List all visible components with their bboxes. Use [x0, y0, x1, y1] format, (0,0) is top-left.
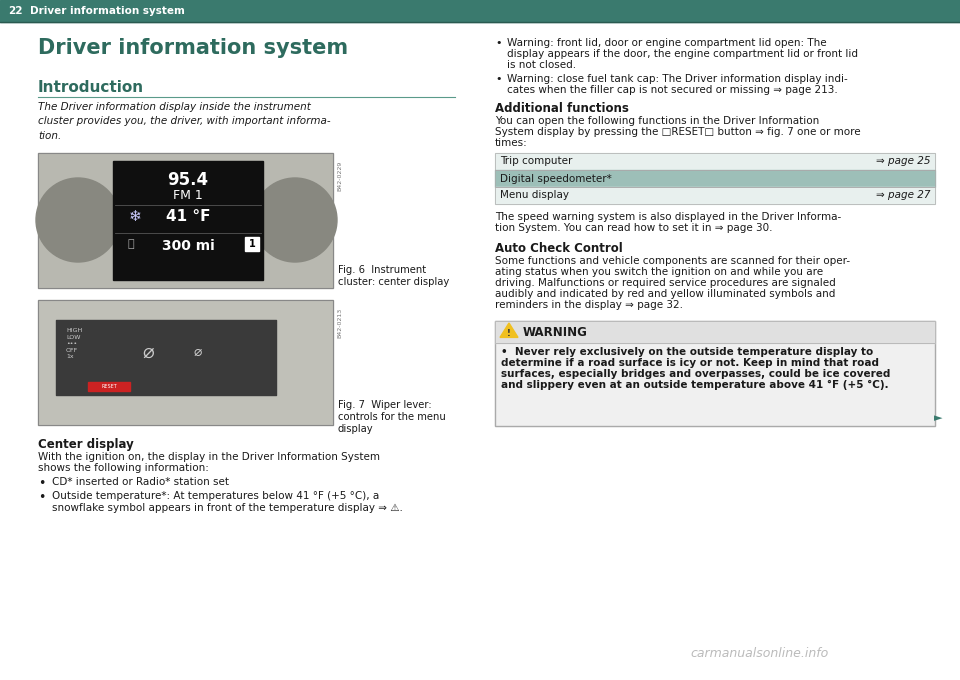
Text: 1: 1: [249, 239, 255, 249]
Text: driving. Malfunctions or required service procedures are signaled: driving. Malfunctions or required servic…: [495, 278, 836, 288]
Text: Warning: front lid, door or engine compartment lid open: The: Warning: front lid, door or engine compa…: [507, 38, 827, 48]
Bar: [88, 382, 130, 391]
Text: surfaces, especially bridges and overpasses, could be ice covered: surfaces, especially bridges and overpas…: [501, 369, 890, 379]
Text: 300 mi: 300 mi: [161, 239, 214, 253]
Text: times:: times:: [495, 138, 528, 148]
Bar: [38, 153, 333, 288]
Text: B42-0213: B42-0213: [337, 308, 342, 338]
Text: Fig. 6  Instrument: Fig. 6 Instrument: [338, 265, 426, 275]
Bar: [495, 321, 935, 426]
Bar: [495, 153, 935, 170]
Text: Auto Check Control: Auto Check Control: [495, 242, 623, 255]
Text: ⌀: ⌀: [194, 345, 203, 359]
Text: B42-0229: B42-0229: [337, 161, 342, 191]
Text: !: !: [507, 328, 511, 337]
Text: snowflake symbol appears in front of the temperature display ⇒ ⚠.: snowflake symbol appears in front of the…: [52, 503, 403, 513]
Circle shape: [253, 178, 337, 262]
Bar: [495, 187, 935, 204]
Text: shows the following information:: shows the following information:: [38, 463, 209, 473]
Text: tion System. You can read how to set it in ⇒ page 30.: tion System. You can read how to set it …: [495, 223, 773, 233]
Bar: [38, 153, 333, 288]
Text: FM 1: FM 1: [173, 189, 203, 202]
Text: reminders in the display ⇒ page 32.: reminders in the display ⇒ page 32.: [495, 300, 683, 310]
Text: ⌀: ⌀: [142, 343, 154, 362]
Text: Some functions and vehicle components are scanned for their oper-: Some functions and vehicle components ar…: [495, 256, 851, 266]
Text: ⇒ page 25: ⇒ page 25: [876, 156, 930, 167]
Text: System display by pressing the □RESET□ button ⇒ fig. 7 one or more: System display by pressing the □RESET□ b…: [495, 127, 860, 137]
Text: Outside temperature*: At temperatures below 41 °F (+5 °C), a: Outside temperature*: At temperatures be…: [52, 491, 379, 501]
Text: ⛽: ⛽: [128, 239, 134, 249]
Text: Fig. 7  Wiper lever:: Fig. 7 Wiper lever:: [338, 400, 432, 410]
Text: ating status when you switch the ignition on and while you are: ating status when you switch the ignitio…: [495, 267, 823, 277]
Text: •: •: [38, 491, 45, 504]
Bar: [38, 300, 333, 425]
Text: CD* inserted or Radio* station set: CD* inserted or Radio* station set: [52, 477, 229, 487]
Text: The speed warning system is also displayed in the Driver Informa-: The speed warning system is also display…: [495, 212, 841, 222]
Polygon shape: [500, 323, 518, 337]
Bar: [495, 321, 935, 343]
Text: controls for the menu: controls for the menu: [338, 412, 445, 422]
Bar: [245, 237, 259, 251]
Bar: [56, 320, 276, 395]
Bar: [495, 321, 935, 426]
Text: With the ignition on, the display in the Driver Information System: With the ignition on, the display in the…: [38, 452, 380, 462]
Text: display appears if the door, the engine compartment lid or front lid: display appears if the door, the engine …: [507, 49, 858, 59]
Text: •: •: [495, 74, 501, 84]
Bar: [113, 161, 263, 280]
Text: cates when the filler cap is not secured or missing ⇒ page 213.: cates when the filler cap is not secured…: [507, 85, 838, 95]
Bar: [38, 300, 333, 425]
Text: display: display: [338, 424, 373, 434]
Text: Driver information system: Driver information system: [38, 38, 348, 58]
Text: is not closed.: is not closed.: [507, 60, 576, 70]
Text: Driver information system: Driver information system: [30, 6, 185, 16]
Bar: [495, 321, 935, 343]
Text: Introduction: Introduction: [38, 80, 144, 95]
Bar: [495, 153, 935, 170]
Text: 95.4: 95.4: [167, 171, 208, 189]
Text: 41 °F: 41 °F: [166, 209, 210, 224]
Bar: [495, 170, 935, 187]
Text: ❄: ❄: [129, 209, 141, 224]
Text: determine if a road surface is icy or not. Keep in mind that road: determine if a road surface is icy or no…: [501, 358, 879, 368]
Text: •  Never rely exclusively on the outside temperature display to: • Never rely exclusively on the outside …: [501, 347, 874, 357]
Bar: [495, 170, 935, 187]
Text: Center display: Center display: [38, 438, 133, 451]
Text: You can open the following functions in the Driver Information: You can open the following functions in …: [495, 116, 819, 126]
Bar: [495, 187, 935, 204]
Text: HIGH
LOW
•••
OFF
1x: HIGH LOW ••• OFF 1x: [66, 328, 83, 360]
Text: The Driver information display inside the instrument
cluster provides you, the d: The Driver information display inside th…: [38, 102, 330, 141]
Text: cluster: center display: cluster: center display: [338, 277, 449, 287]
Text: Digital speedometer*: Digital speedometer*: [500, 173, 612, 184]
Text: carmanualsonline.info: carmanualsonline.info: [691, 647, 829, 660]
Text: •: •: [495, 38, 501, 48]
Text: audibly and indicated by red and yellow illuminated symbols and: audibly and indicated by red and yellow …: [495, 289, 835, 299]
Text: Trip computer: Trip computer: [500, 156, 572, 167]
Text: RESET: RESET: [101, 384, 117, 390]
Bar: [0, 0, 960, 22]
Text: WARNING: WARNING: [523, 326, 588, 339]
Circle shape: [36, 178, 120, 262]
Text: Warning: close fuel tank cap: The Driver information display indi-: Warning: close fuel tank cap: The Driver…: [507, 74, 848, 84]
Text: Menu display: Menu display: [500, 190, 569, 201]
Text: 22: 22: [8, 6, 22, 16]
Text: and slippery even at an outside temperature above 41 °F (+5 °C).: and slippery even at an outside temperat…: [501, 380, 889, 390]
Text: •: •: [38, 477, 45, 490]
Text: ⇒ page 27: ⇒ page 27: [876, 190, 930, 201]
Text: Additional functions: Additional functions: [495, 102, 629, 115]
Text: ►: ►: [933, 413, 942, 423]
